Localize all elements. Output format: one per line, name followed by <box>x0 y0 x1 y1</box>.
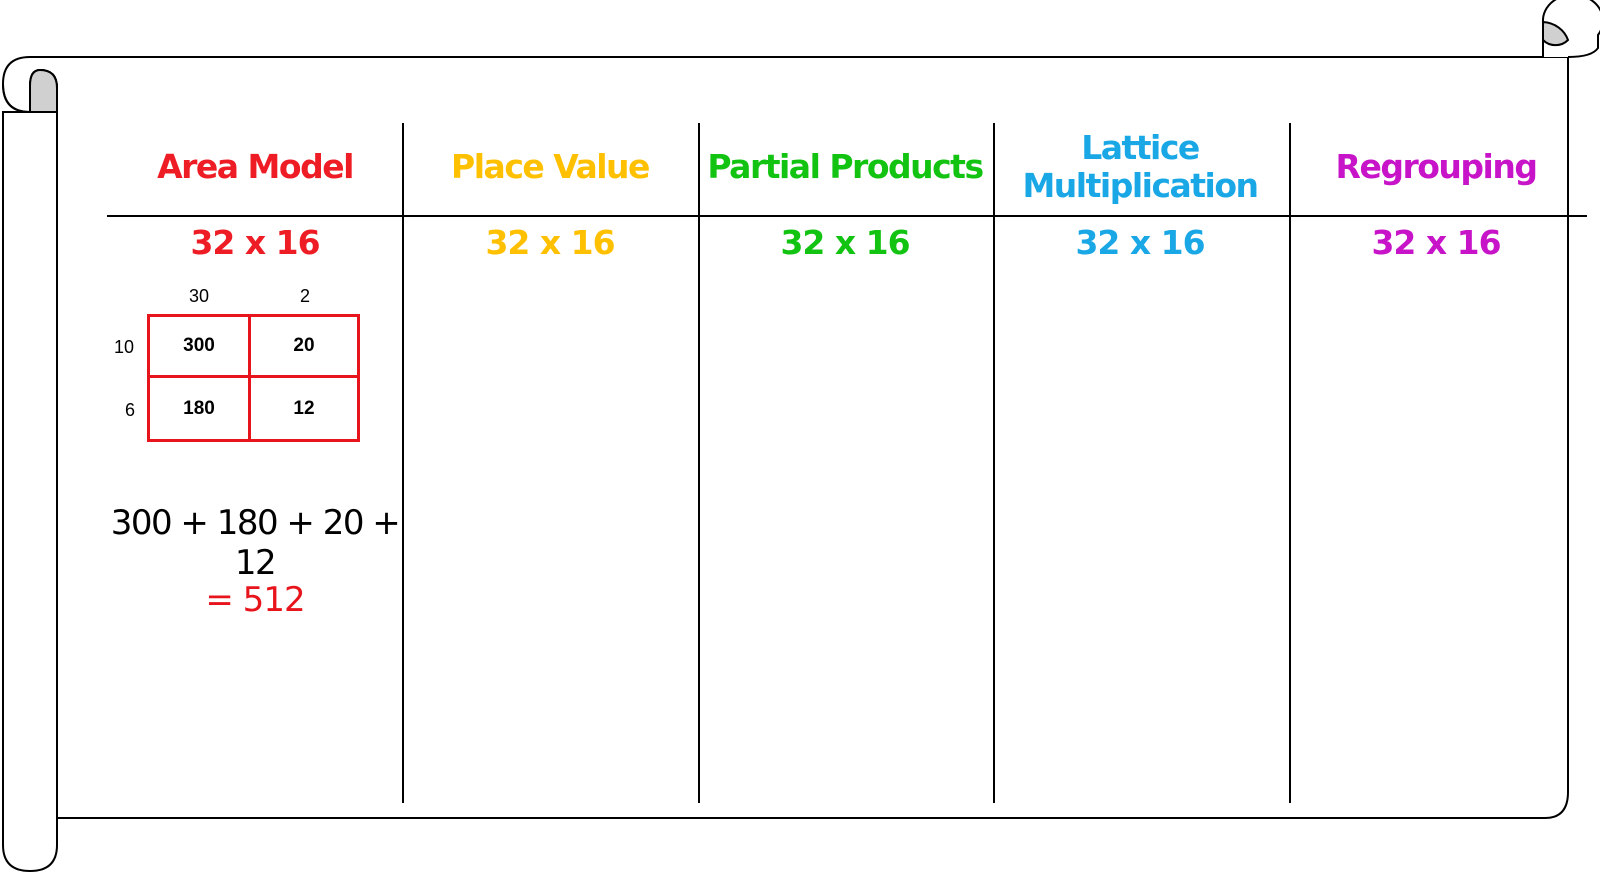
heading-place-value: Place Value <box>451 147 650 186</box>
heading-area-model: Area Model <box>157 147 354 186</box>
area-side-label-ones: 6 <box>124 400 135 420</box>
area-side-label-tens: 10 <box>113 337 135 357</box>
problem-lattice: 32 x 16 <box>1075 223 1205 262</box>
problem-area-model: 32 x 16 <box>190 223 320 262</box>
header-divider <box>107 215 1587 217</box>
problem-partial-products: 32 x 16 <box>780 223 910 262</box>
heading-regrouping: Regrouping <box>1335 147 1538 186</box>
column-divider <box>402 123 404 803</box>
heading-lattice-multiplication: Lattice Multiplication <box>995 129 1285 205</box>
column-divider <box>698 123 700 803</box>
problem-regrouping: 32 x 16 <box>1371 223 1501 262</box>
area-cell: 12 <box>293 397 315 419</box>
area-top-label-tens: 30 <box>188 286 210 306</box>
problem-place-value: 32 x 16 <box>485 223 615 262</box>
area-result: = 512 <box>205 580 305 620</box>
area-model-grid: 300 20 180 12 <box>147 314 360 442</box>
heading-lattice-line1: Lattice <box>1081 128 1200 167</box>
column-divider <box>993 123 995 803</box>
column-divider <box>1289 123 1291 803</box>
area-cell: 20 <box>251 317 357 378</box>
heading-partial-products: Partial Products <box>707 147 984 186</box>
area-cell: 180 <box>150 378 251 439</box>
area-top-label-ones: 2 <box>299 286 310 306</box>
area-cell: 300 <box>150 317 251 378</box>
area-sum-expression: 300 + 180 + 20 + 12 <box>110 503 401 583</box>
heading-lattice-line2: Multiplication <box>1022 166 1259 205</box>
